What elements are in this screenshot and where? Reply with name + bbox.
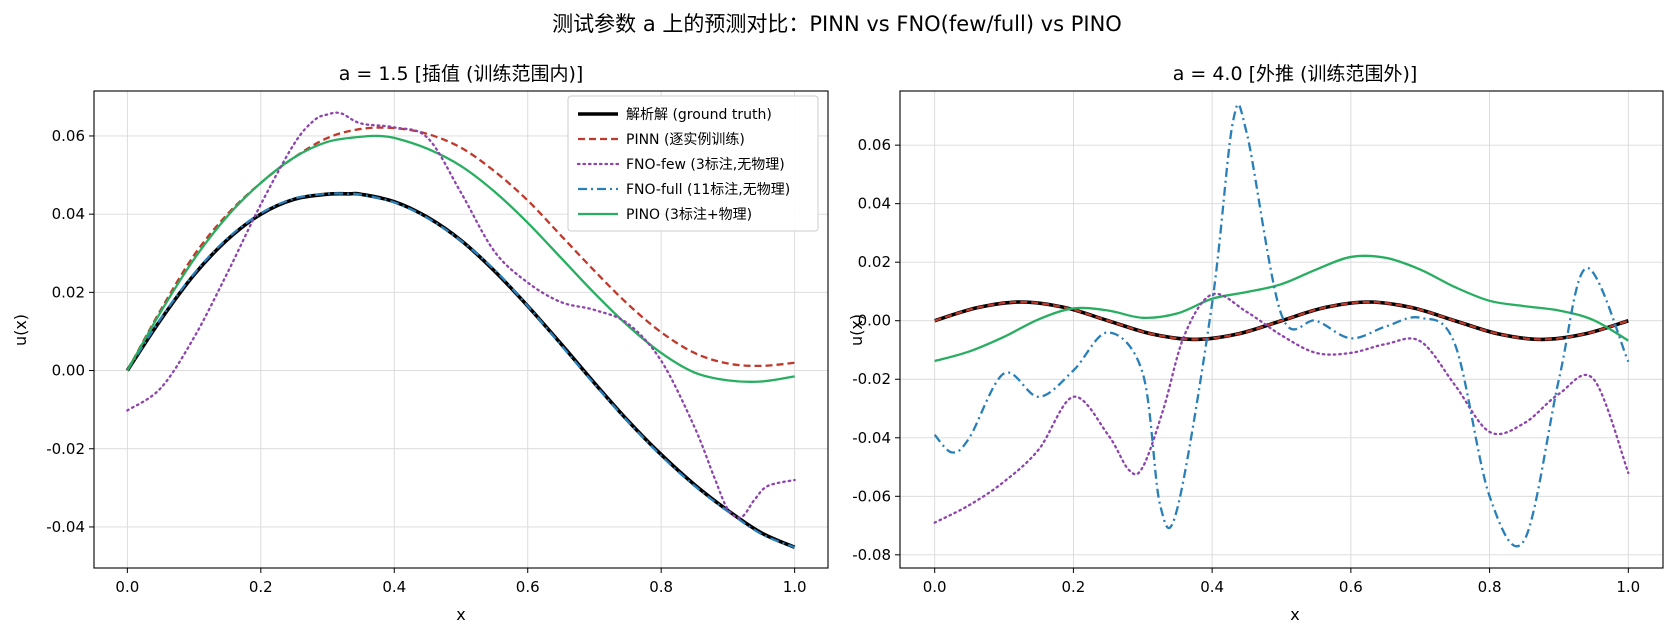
right-x-tick-label: 0.2 xyxy=(1061,578,1085,596)
right-x-tick-label: 0.6 xyxy=(1339,578,1363,596)
left-x-tick-label: 1.0 xyxy=(783,578,807,596)
right-panel: a = 4.0 [外推 (训练范围外)] 0.0 0.2 0.4 0.6 0.8 1.0 … xyxy=(847,63,1664,624)
right-series-few xyxy=(933,292,1630,524)
right-axes-frame xyxy=(899,90,1664,569)
left-x-tick-label: 0.2 xyxy=(249,578,273,596)
right-x-tick-label: 0.8 xyxy=(1478,578,1502,596)
left-axes-frame xyxy=(93,90,829,569)
left-y-ticks: -0.04 -0.02 0.00 0.02 0.04 0.06 xyxy=(46,127,94,536)
left-x-tick-label: 0.0 xyxy=(115,578,139,596)
legend-label-pino: PINO (3标注+物理) xyxy=(626,207,752,223)
right-y-tick-label: -0.04 xyxy=(852,429,891,447)
left-series-full xyxy=(126,192,796,549)
right-series-full xyxy=(933,103,1630,548)
right-series-pino xyxy=(934,254,1629,363)
legend-label-full: FNO-full (11标注,无物理) xyxy=(626,182,790,198)
right-y-ticks: -0.08 -0.06 -0.04 -0.02 0.00 0.02 0.04 0.06 xyxy=(852,136,900,564)
right-panel-title: a = 4.0 [外推 (训练范围外)] xyxy=(1173,63,1418,85)
left-y-tick-label: 0.02 xyxy=(52,283,85,301)
right-y-axis-label: u(x) xyxy=(847,314,866,346)
left-x-tick-label: 0.4 xyxy=(382,578,406,596)
left-panel-title: a = 1.5 [插值 (训练范围内)] xyxy=(339,63,584,85)
left-x-axis-label: x xyxy=(456,605,465,624)
left-x-ticks: 0.0 0.2 0.4 0.6 0.8 1.0 xyxy=(115,568,807,596)
legend-box xyxy=(567,95,819,232)
right-series-pinn xyxy=(934,300,1629,341)
right-y-tick-label: -0.06 xyxy=(852,487,891,505)
right-y-tick-label: -0.02 xyxy=(852,370,891,388)
left-series xyxy=(125,111,796,549)
left-x-tick-label: 0.8 xyxy=(649,578,673,596)
right-x-tick-label: 0.4 xyxy=(1200,578,1224,596)
legend-label-pinn: PINN (逐实例训练) xyxy=(626,132,745,148)
legend-label-few: FNO-few (3标注,无物理) xyxy=(626,157,785,173)
left-y-tick-label: 0.00 xyxy=(52,362,85,380)
right-y-tick-label: 0.04 xyxy=(858,195,891,213)
figure-title: 测试参数 a 上的预测对比：PINN vs FNO(few/full) vs P… xyxy=(552,12,1122,36)
left-y-axis-label: u(x) xyxy=(11,314,30,346)
right-x-tick-label: 0.0 xyxy=(923,578,947,596)
right-y-tick-label: 0.02 xyxy=(858,253,891,271)
left-y-tick-label: 0.06 xyxy=(52,127,85,145)
legend: 解析解 (ground truth) PINN (逐实例训练) FNO-few … xyxy=(567,95,819,232)
right-x-axis-label: x xyxy=(1290,605,1299,624)
right-x-ticks: 0.0 0.2 0.4 0.6 0.8 1.0 xyxy=(923,568,1640,596)
left-y-tick-label: -0.04 xyxy=(46,518,85,536)
right-y-tick-label: 0.00 xyxy=(858,312,891,330)
left-x-tick-label: 0.6 xyxy=(516,578,540,596)
right-x-tick-label: 1.0 xyxy=(1616,578,1640,596)
left-y-tick-label: 0.04 xyxy=(52,205,85,223)
right-grid xyxy=(900,91,1663,568)
left-series-pino xyxy=(126,134,795,383)
left-series-pinn xyxy=(126,126,795,372)
left-series-few xyxy=(126,111,796,519)
right-y-tick-label: 0.06 xyxy=(858,136,891,154)
left-y-tick-label: -0.02 xyxy=(46,440,85,458)
right-series xyxy=(933,103,1630,548)
legend-label-gt: 解析解 (ground truth) xyxy=(626,107,772,123)
right-y-tick-label: -0.08 xyxy=(852,546,891,564)
